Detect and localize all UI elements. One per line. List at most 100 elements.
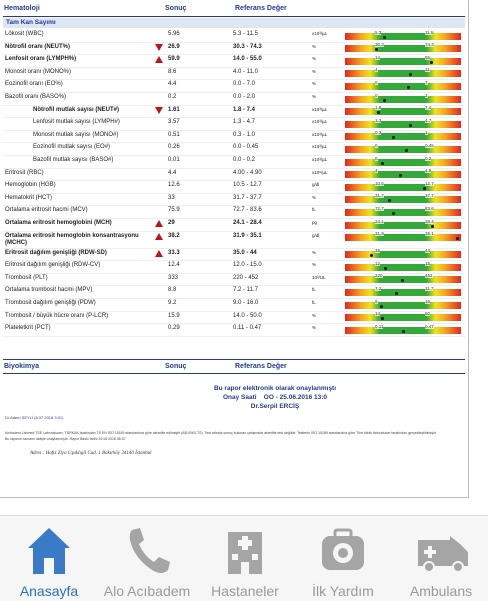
tab-firstaid[interactable]: İlk Yardım [294, 516, 392, 601]
rule [3, 372, 465, 374]
gauge-high: 2 [425, 92, 428, 98]
unit: x10⁶/µL [312, 169, 328, 175]
flag-icon [155, 106, 163, 114]
row-bg [3, 181, 465, 194]
gauge-low: 0.11 [375, 323, 384, 329]
tab-home[interactable]: Anasayfa [0, 516, 98, 601]
gauge-high: 7 [425, 79, 428, 85]
section-title: Biyokimya [4, 362, 40, 370]
gauge: 0 0.2 [345, 155, 461, 166]
test-name: Lenfosit oranı (LYMPH%) [5, 56, 77, 63]
reference-range: 1.8 - 7.4 [233, 106, 256, 113]
tab-label: Alo Acıbadem [103, 583, 191, 599]
test-name: Ortalama eritrosit hemoglobini (MCH) [5, 220, 112, 226]
gauge-low: 1.8 [375, 105, 382, 111]
result: 26.9 [168, 43, 180, 50]
footnote: Acıbadem Labmed TSE Laboratuvarı, TÜRKAK… [5, 430, 437, 435]
reference-range: 14.0 - 55.0 [233, 56, 262, 63]
reference-range: 31.9 - 35.1 [233, 232, 262, 239]
gauge-marker [380, 317, 384, 321]
test-name: Trombosit / büyük hücre oranı (P-LCR) [5, 312, 109, 319]
gauge-low: 35 [375, 248, 381, 254]
test-name: Eritrosit dağılım genişliği (RDW-CV) [5, 262, 101, 269]
gauge-high: 0.45 [425, 142, 434, 148]
unit: fL [312, 207, 316, 213]
unit: % [312, 325, 317, 331]
unit: g/dl [312, 182, 320, 188]
reference-range: 0.0 - 7.0 [233, 81, 256, 88]
test-name: Eritrosit dağılım genişliği (RDW-SD) [5, 249, 107, 256]
gauge: 72.7 83.6 [345, 205, 461, 216]
col-result: Sonuç [165, 362, 187, 370]
reference-range: 4.00 - 4.90 [233, 169, 262, 176]
gauge: 1.8 7.4 [345, 105, 461, 116]
row-bg [3, 169, 465, 182]
gauge-marker [383, 35, 387, 39]
gauge-high: 11 [425, 67, 430, 73]
gauge-high: 11.7 [425, 285, 434, 291]
unit: g/dl [312, 232, 320, 238]
gauge-low: 5.3 [375, 29, 382, 35]
unit: x10³/µL [312, 31, 328, 36]
result: 3.57 [168, 119, 180, 126]
gauge-low: 220 [375, 273, 383, 279]
gauge-marker [401, 329, 405, 333]
report: Hematoloji Sonuç Referans Değer Tam Kan Say… [0, 0, 469, 498]
row-bg [3, 68, 465, 81]
unit: x10³/µL [312, 106, 328, 112]
gauge: 35 44 [345, 248, 461, 259]
tab-call[interactable]: Alo Acıbadem [98, 516, 196, 601]
gauge: 12 15 [345, 260, 461, 271]
flag-icon [155, 56, 163, 64]
result: 12.6 [168, 182, 180, 189]
gauge-marker [391, 211, 395, 215]
test-name: Eozinofil mutlak sayısı (EO#) [33, 144, 111, 151]
result: 333 [168, 274, 179, 281]
test-name: Lenfosit mutlak sayısı (LYMPH#) [33, 119, 120, 126]
gauge-low: 4 [375, 168, 378, 174]
reference-range: 35.0 - 44 [233, 249, 257, 256]
reference-range: 220 - 452 [233, 274, 259, 281]
tab-label: İlk Yardım [312, 583, 374, 599]
gauge: 9 16 [345, 298, 461, 309]
reference-range: 7.2 - 11.7 [233, 287, 258, 294]
result: 5.96 [168, 31, 180, 37]
col-reference: Referans Değer [235, 362, 287, 370]
unit: fL [312, 287, 316, 293]
row-bg [3, 30, 465, 43]
reference-range: 30.3 - 74.3 [233, 43, 262, 50]
gauge-high: 37.7 [425, 193, 434, 199]
reference-range: 4.0 - 11.0 [233, 68, 258, 75]
result: 0.2 [168, 94, 177, 100]
flag-icon [155, 43, 163, 51]
gauge-marker [384, 266, 388, 270]
gauge-marker [422, 186, 426, 190]
reference-range: 0.11 - 0.47 [233, 325, 262, 332]
approval-line: Onay Saati OO - 25.06.2016 13:0 [222, 393, 328, 401]
gauge-low: 12 [375, 260, 381, 266]
row-bg [3, 324, 465, 337]
tab-hospitals[interactable]: Hastaneler [196, 516, 294, 601]
gauge-marker [405, 148, 409, 152]
unit: % [312, 94, 317, 99]
gauge-marker [379, 304, 383, 308]
gauge-marker [392, 136, 396, 140]
gauge: 0 0.45 [345, 142, 461, 153]
gauge-marker [398, 174, 402, 178]
result: 4.4 [168, 81, 177, 88]
gauge-high: 1 [425, 130, 428, 136]
reference-range: 0.3 - 1.0 [233, 131, 256, 138]
section-title: Hematoloji [4, 5, 40, 12]
reference-range: 1.3 - 4.7 [233, 119, 256, 126]
gauge-high: 83.6 [425, 205, 434, 211]
test-name: Ortalama trombosit hacmi (MPV) [5, 287, 93, 294]
tab-bar: Anasayfa Alo Acıbadem Hastaneler İlk Yar… [0, 515, 488, 601]
unit: x10³/µL [312, 119, 328, 125]
reference-range: 72.7 - 83.6 [233, 207, 262, 214]
gauge-marker [456, 237, 460, 241]
result: 0.51 [168, 131, 180, 138]
row-bg [3, 93, 465, 106]
gauge-high: 12.7 [425, 180, 434, 186]
tab-ambulance[interactable]: Ambulans [392, 516, 488, 601]
